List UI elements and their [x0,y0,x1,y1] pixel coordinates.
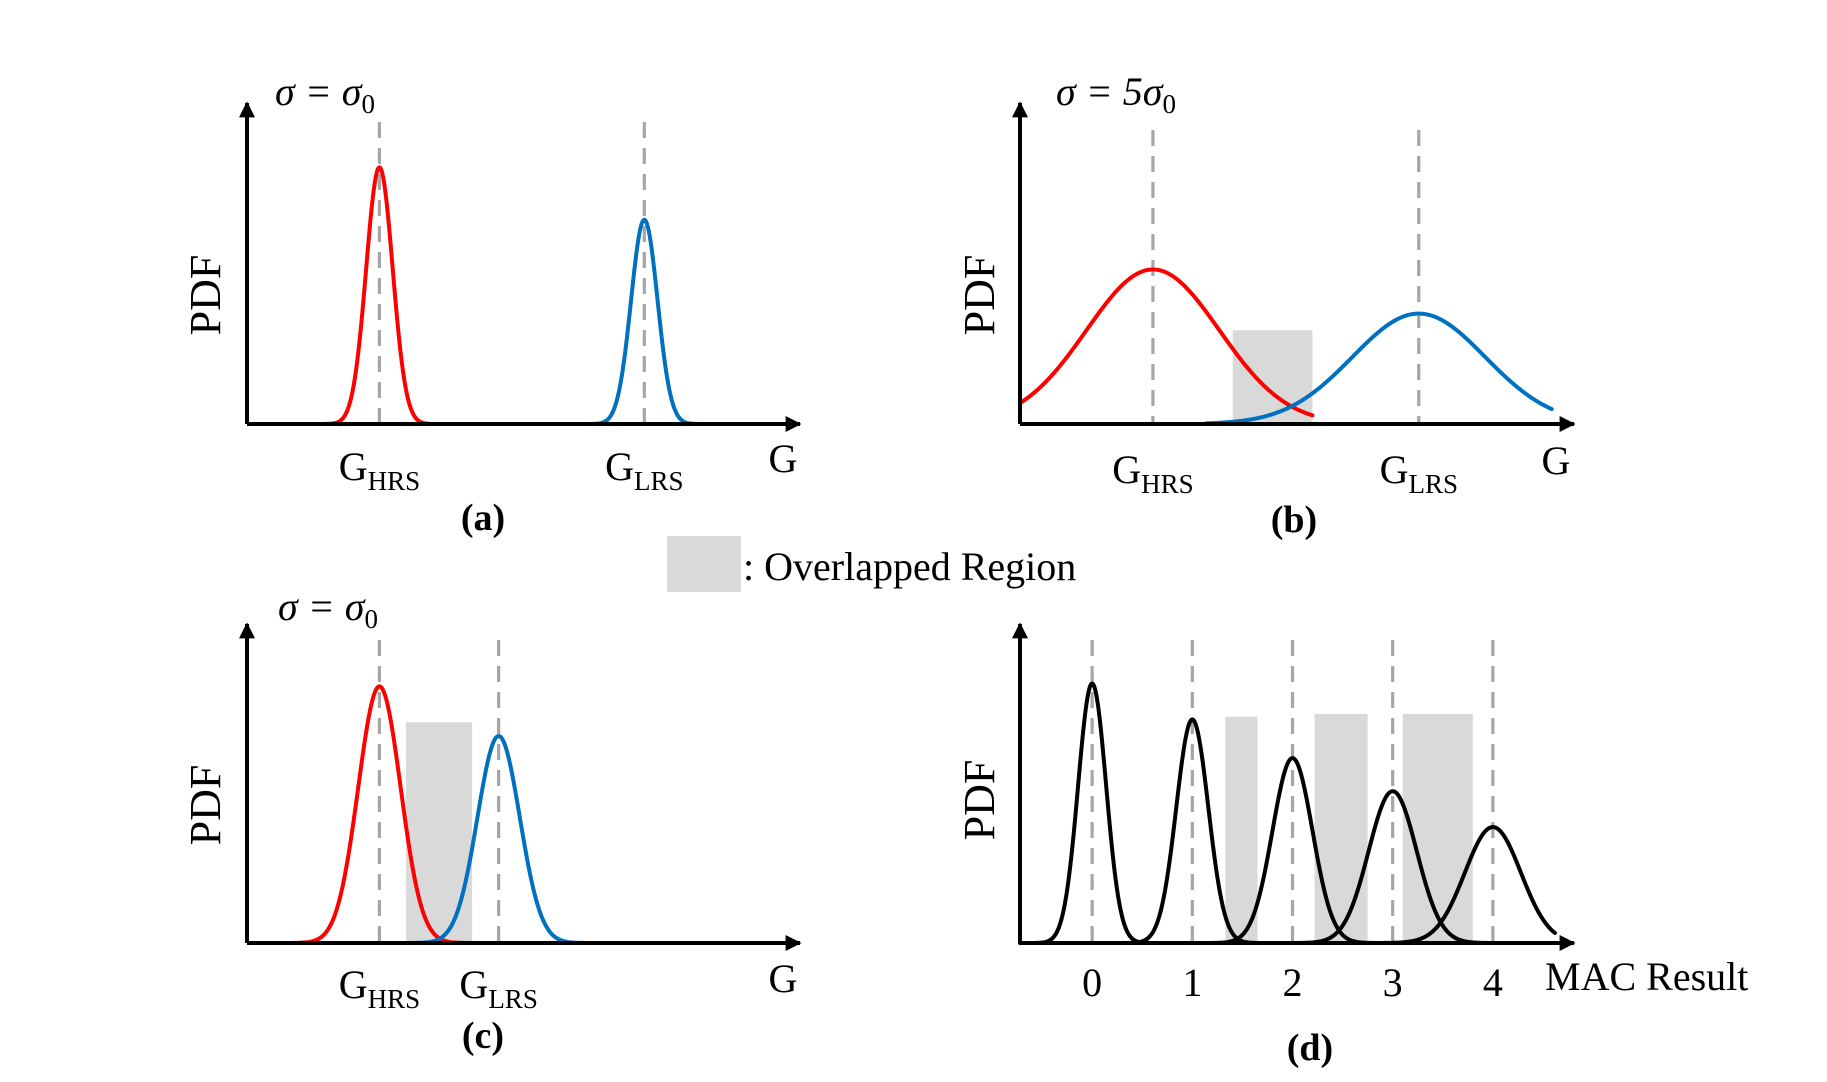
pdf-curve [1204,311,1554,426]
legend-label: : Overlapped Region [743,544,1076,589]
overlap-region [1225,716,1258,943]
panel-caption: (c) [462,1015,504,1057]
panel-caption: (d) [1287,1027,1333,1069]
tick-label: 1 [1182,960,1202,1005]
x-axis-label: G [769,956,798,1001]
panel-title: σ = σ0 [275,69,375,119]
legend-swatch [667,536,741,592]
tick-label: GLRS [459,962,537,1014]
panel-title: σ = 5σ0 [1056,69,1176,119]
panel-b: PDF G GHRS GLRS σ = 5σ0 (b) [955,69,1576,541]
tick-label: GHRS [339,444,420,496]
panel-d: PDF MAC Result 0 1 2 3 4 (d) [955,622,1748,1069]
panel-caption: (a) [461,497,505,539]
tick-label: 2 [1283,960,1303,1005]
overlap-region [405,722,473,943]
tick-label: GHRS [1112,447,1193,499]
tick-label: GLRS [605,444,683,496]
tick-label: 0 [1082,960,1102,1005]
tick-label: 4 [1483,960,1503,1005]
x-axis-label: G [1542,438,1571,483]
pdf-curve [1018,681,1185,945]
tick-label: GHRS [339,962,420,1014]
y-axis-label: PDF [181,255,230,336]
y-axis-label: PDF [181,765,230,846]
y-axis-label: PDF [955,760,1004,841]
x-axis-label: G [769,436,798,481]
tick-label: 3 [1383,960,1403,1005]
panel-a: PDF G GHRS GLRS σ = σ0 (a) [181,69,802,539]
panel-c: PDF G GHRS GLRS σ = σ0 (c) [181,584,802,1057]
x-axis-label: MAC Result [1545,954,1748,999]
tick-label: GLRS [1380,447,1458,499]
panel-title: σ = σ0 [278,584,378,634]
pdf-curve [311,165,455,426]
overlap-region [1314,713,1368,943]
overlap-region [1402,713,1473,943]
pdf-curve [1018,267,1315,418]
y-axis-label: PDF [955,255,1004,336]
panel-caption: (b) [1271,499,1317,541]
